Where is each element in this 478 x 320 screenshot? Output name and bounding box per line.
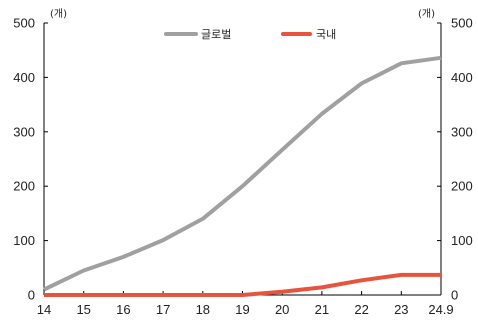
left-y-axis-ticks: 0 100 200 300 400 500	[13, 16, 48, 303]
legend-label-global: 글로벌	[201, 28, 231, 41]
x-tick-label: 22	[354, 302, 368, 317]
x-tick-label: 23	[394, 302, 408, 317]
x-tick-label: 16	[116, 302, 130, 317]
x-axis-ticks: 14 15 16 17 18 19 20 21 22 23 24.9	[37, 291, 454, 317]
x-tick-label: 24.9	[428, 302, 453, 317]
x-tick-label: 14	[37, 302, 51, 317]
right-tick-label: 100	[451, 233, 473, 248]
left-tick-label: 200	[13, 179, 35, 194]
legend: 글로벌 국내	[164, 28, 336, 41]
series-line-global	[43, 55, 442, 292]
left-axis-unit: (개)	[50, 8, 67, 20]
x-tick-label: 20	[275, 302, 289, 317]
legend-label-domestic: 국내	[316, 28, 336, 41]
x-tick-label: 19	[235, 302, 249, 317]
series-layer	[43, 55, 442, 297]
left-tick-label: 0	[28, 288, 35, 303]
right-y-axis-ticks: 0 100 200 300 400 500	[437, 16, 473, 303]
right-tick-label: 400	[451, 70, 473, 85]
right-axis-unit: (개)	[418, 8, 435, 20]
right-tick-label: 0	[451, 288, 458, 303]
x-tick-label: 17	[156, 302, 170, 317]
right-tick-label: 200	[451, 179, 473, 194]
left-tick-label: 300	[13, 124, 35, 139]
right-tick-label: 300	[451, 124, 473, 139]
x-tick-label: 15	[76, 302, 90, 317]
right-tick-label: 500	[451, 16, 473, 31]
x-tick-label: 18	[196, 302, 210, 317]
left-tick-label: 400	[13, 70, 35, 85]
x-tick-label: 21	[315, 302, 329, 317]
left-tick-label: 100	[13, 233, 35, 248]
left-tick-label: 500	[13, 16, 35, 31]
axes	[43, 23, 442, 296]
